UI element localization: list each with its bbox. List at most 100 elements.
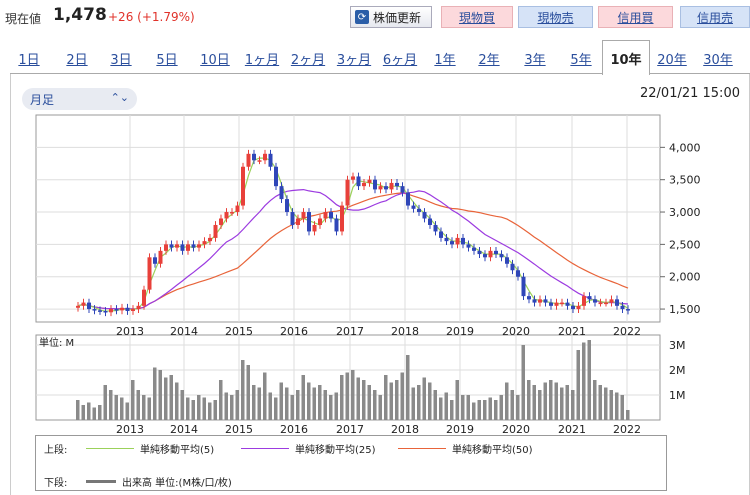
candle-body xyxy=(235,205,240,213)
tab-1d[interactable]: 1日 xyxy=(18,52,40,68)
stock-chart: 4,000 3,500 3,000 2,500 2,000 1,500 2013 2013 20… xyxy=(35,114,701,435)
legend-ma25: 単純移動平均(25) xyxy=(241,441,376,456)
x-tick-label: 2019 xyxy=(446,423,474,435)
top-bar: 現在値 1,478 +26 (+1.79%) ⟳ 株価更新 現物買 現物売 信用… xyxy=(0,0,750,34)
candle-body xyxy=(114,309,119,311)
x-tick-label: 2017 xyxy=(336,325,364,338)
legend-ma25-text: 単純移動平均(25) xyxy=(295,445,376,456)
candle-body xyxy=(604,302,608,305)
x-tick-label: 2021 xyxy=(558,423,586,435)
volume-bar xyxy=(246,365,250,420)
tab-3m[interactable]: 3ヶ月 xyxy=(336,52,372,68)
candle-body xyxy=(252,153,256,161)
volume-bar xyxy=(98,405,102,420)
price-frame xyxy=(35,114,661,323)
volume-bar xyxy=(180,390,184,420)
tab-2y[interactable]: 2年 xyxy=(478,52,500,68)
y-tick-label: 4,000 xyxy=(669,141,701,154)
moving-average-ma50 xyxy=(77,192,629,310)
candle-body xyxy=(301,212,306,219)
x-tick-label: 2022 xyxy=(613,325,641,338)
candle-body xyxy=(367,179,372,183)
candle-body xyxy=(576,305,581,310)
x-tick-label: 2022 xyxy=(613,423,641,435)
volume-bar xyxy=(175,382,179,420)
spot-sell-button[interactable]: 現物売 xyxy=(518,6,593,28)
volume-bar xyxy=(587,340,591,420)
volume-bar xyxy=(527,380,531,420)
volume-bar xyxy=(241,360,245,420)
price-label: 現在値 xyxy=(5,12,42,26)
ma50-swatch xyxy=(398,448,446,449)
volume-bar xyxy=(488,397,492,420)
volume-bar xyxy=(186,397,190,420)
candle-body xyxy=(208,237,212,242)
tab-10d[interactable]: 10日 xyxy=(200,52,230,68)
volume-bar xyxy=(345,372,349,420)
volume-bar xyxy=(120,397,124,420)
candle-body xyxy=(246,153,251,167)
spot-buy-button[interactable]: 現物買 xyxy=(441,6,513,28)
candle-body xyxy=(274,166,278,187)
candle-body xyxy=(312,224,317,232)
candle-body xyxy=(560,302,564,305)
candle-body xyxy=(373,179,377,190)
x-tick-label: 2017 xyxy=(336,423,364,435)
tab-5d[interactable]: 5日 xyxy=(156,52,178,68)
candle-body xyxy=(587,296,592,300)
volume-bar xyxy=(417,385,421,420)
margin-sell-button[interactable]: 信用売 xyxy=(680,6,750,28)
volume-bar xyxy=(516,395,520,420)
legend-ma50-text: 単純移動平均(50) xyxy=(452,445,533,456)
x-tick-label: 2020 xyxy=(502,325,530,338)
tab-1y[interactable]: 1年 xyxy=(434,52,456,68)
x-tick-label: 2021 xyxy=(558,325,586,338)
volume-bar xyxy=(395,380,399,420)
candle-body xyxy=(362,182,366,187)
tab-30y[interactable]: 30年 xyxy=(703,52,733,68)
volume-bar xyxy=(439,397,443,420)
tab-1m[interactable]: 1ヶ月 xyxy=(244,52,280,68)
candle-body xyxy=(554,302,559,306)
refresh-label: 株価更新 xyxy=(373,10,422,25)
candle-body xyxy=(549,302,553,306)
chart-legend: 上段: 単純移動平均(5) 単純移動平均(25) 単純移動平均(50) 下段: … xyxy=(35,435,667,491)
candle-body xyxy=(169,244,174,248)
candle-body xyxy=(285,199,289,213)
tab-2d[interactable]: 2日 xyxy=(66,52,88,68)
margin-buy-button[interactable]: 信用買 xyxy=(598,6,673,28)
tab-20y[interactable]: 20年 xyxy=(657,52,687,68)
candle-body xyxy=(378,186,383,190)
candle-body xyxy=(147,257,152,290)
candle-body xyxy=(620,305,625,310)
legend-ma50: 単純移動平均(50) xyxy=(398,441,533,456)
volume-bar xyxy=(329,395,333,420)
tab-3y[interactable]: 3年 xyxy=(524,52,546,68)
period-select-value: 月足 xyxy=(30,92,55,107)
refresh-price-button[interactable]: ⟳ 株価更新 xyxy=(350,6,432,28)
volume-bar xyxy=(433,390,437,420)
candle-body xyxy=(180,244,185,251)
ma5-swatch xyxy=(86,448,134,449)
volume-bar xyxy=(147,397,151,420)
candle-body xyxy=(323,212,328,219)
candle-body xyxy=(103,311,108,313)
x-tick-label: 2015 xyxy=(225,423,253,435)
y-tick-label: 3,000 xyxy=(669,206,701,219)
volume-bar xyxy=(208,402,212,420)
tab-6m[interactable]: 6ヶ月 xyxy=(382,52,418,68)
tab-2m[interactable]: 2ヶ月 xyxy=(290,52,326,68)
volume-bar xyxy=(76,400,80,420)
volume-bar xyxy=(274,397,278,420)
tab-10y[interactable]: 10年 xyxy=(602,40,650,75)
candle-body xyxy=(505,257,509,264)
volume-bar xyxy=(593,380,597,420)
tab-3d[interactable]: 3日 xyxy=(110,52,132,68)
volume-bar xyxy=(389,382,393,420)
volume-bar xyxy=(92,407,96,420)
period-select[interactable]: 月足 ⌃⌄ xyxy=(22,88,137,110)
tab-5y[interactable]: 5年 xyxy=(570,52,592,68)
candle-body xyxy=(494,250,498,255)
candle-body xyxy=(527,296,531,300)
volume-bar xyxy=(323,390,327,420)
